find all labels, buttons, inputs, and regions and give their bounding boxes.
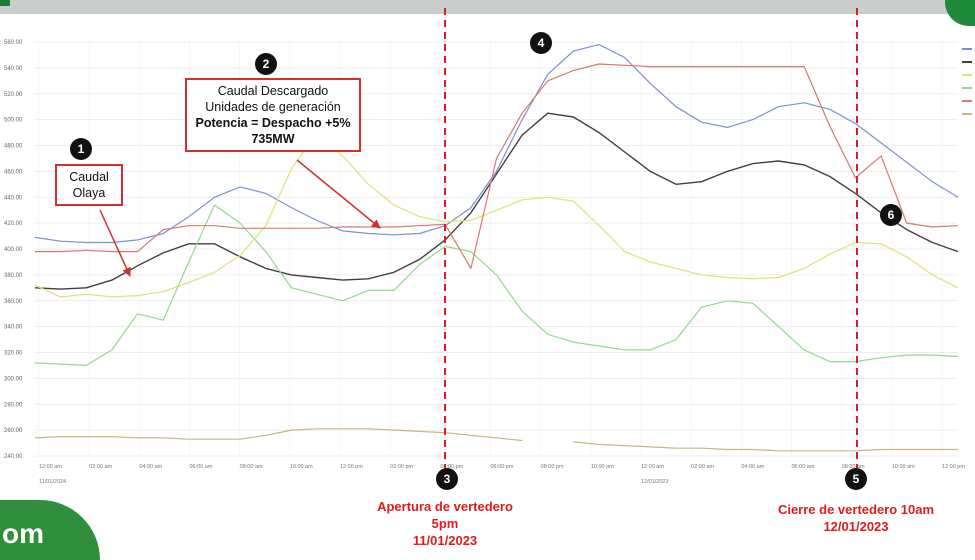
x-tick-label: 02:00 am bbox=[691, 464, 714, 470]
line-chart: 560.00 540.00 520.00 500.00 480.00 460.00 440.… bbox=[4, 8, 965, 485]
marker-3: 3 bbox=[436, 468, 458, 490]
x-tick-label: 12:00 am bbox=[641, 464, 664, 470]
x-axis: 12:00 am 02:00 am 04:00 am 06:00 am 08:00 am… bbox=[39, 464, 965, 485]
top-banner bbox=[0, 0, 975, 14]
callout-2-line-1: Caudal Descargado bbox=[217, 84, 329, 98]
label-5-line-2: 12/01/2023 bbox=[823, 519, 889, 534]
y-tick-label: 300.00 bbox=[4, 376, 23, 382]
legend-item-1 bbox=[962, 48, 972, 50]
label-5-line-1: Cierre de vertedero 10am bbox=[777, 502, 935, 517]
x-tick-label: 12:00 pm bbox=[942, 464, 965, 470]
label-apertura-vertedero: Apertura de vertedero 5pm 11/01/2023 bbox=[355, 498, 535, 549]
annotation-arrows bbox=[99, 159, 381, 277]
legend-item-4 bbox=[962, 87, 972, 89]
series-line-3 bbox=[34, 132, 959, 298]
x-tick-label: 02:00 pm bbox=[390, 464, 413, 470]
y-tick-label: 520.00 bbox=[4, 92, 23, 98]
callout-caudal-olaya: Caudal Olaya bbox=[55, 164, 123, 206]
series-line-2 bbox=[34, 112, 959, 290]
series-lines bbox=[34, 44, 959, 452]
label-3-line-2: 5pm bbox=[431, 516, 459, 531]
y-axis: 560.00 540.00 520.00 500.00 480.00 460.00 440.… bbox=[4, 40, 23, 460]
chart-grid bbox=[35, 41, 958, 457]
callout-2-line-2: Unidades de generación bbox=[205, 100, 341, 114]
y-tick-label: 280.00 bbox=[4, 402, 23, 408]
x-tick-label: 06:00 am bbox=[792, 464, 815, 470]
legend-item-2 bbox=[962, 61, 972, 63]
y-tick-label: 480.00 bbox=[4, 144, 23, 150]
y-tick-label: 240.00 bbox=[4, 454, 23, 460]
callout-caudal-descargado: Caudal Descargado Unidades de generación… bbox=[185, 78, 361, 152]
callout-1-line-2: Olaya bbox=[72, 186, 106, 200]
callout-2-line-3: Potencia = Despacho +5% bbox=[195, 116, 351, 130]
x-tick-label: 10:00 am bbox=[290, 464, 313, 470]
legend-item-5 bbox=[962, 100, 972, 102]
callout-1-line-1: Caudal bbox=[69, 170, 109, 184]
x-tick-label: 08:00 am bbox=[240, 464, 263, 470]
label-3-line-1: Apertura de vertedero bbox=[377, 499, 513, 514]
marker-2: 2 bbox=[255, 53, 277, 75]
y-tick-label: 360.00 bbox=[4, 299, 23, 305]
marker-4: 4 bbox=[530, 32, 552, 54]
legend-item-3 bbox=[962, 74, 972, 76]
x-tick-label: 04:00 pm bbox=[440, 464, 463, 470]
y-tick-label: 540.00 bbox=[4, 66, 23, 72]
x-tick-label: 04:00 am bbox=[139, 464, 162, 470]
x-tick-label: 06:00 am bbox=[190, 464, 213, 470]
x-tick-label: 10:00 am bbox=[892, 464, 915, 470]
x-tick-label: 04:00 am bbox=[741, 464, 764, 470]
x-tick-label: 08:00 pm bbox=[541, 464, 564, 470]
spill-lines bbox=[444, 8, 858, 470]
callout-2-line-4: 735MW bbox=[251, 132, 295, 146]
y-tick-label: 440.00 bbox=[4, 195, 23, 201]
series-line-6 bbox=[34, 428, 958, 452]
marker-6: 6 bbox=[880, 204, 902, 226]
marker-1: 1 bbox=[70, 138, 92, 160]
banner-accent bbox=[0, 0, 10, 6]
series-line-5 bbox=[35, 63, 959, 269]
arrow-caudal-descargado bbox=[296, 159, 381, 229]
y-tick-label: 320.00 bbox=[4, 351, 23, 357]
label-cierre-vertedero: Cierre de vertedero 10am 12/01/2023 bbox=[758, 501, 954, 535]
brand-logo-text: om bbox=[2, 518, 44, 549]
y-tick-label: 380.00 bbox=[4, 273, 23, 279]
x-tick-label: 08:00 am bbox=[842, 464, 865, 470]
y-tick-label: 460.00 bbox=[4, 169, 23, 175]
label-3-line-3: 11/01/2023 bbox=[412, 533, 478, 548]
y-tick-label: 400.00 bbox=[4, 247, 23, 253]
y-tick-label: 260.00 bbox=[4, 428, 23, 434]
y-tick-label: 500.00 bbox=[4, 118, 23, 124]
x-tick-label: 02:00 am bbox=[89, 464, 112, 470]
x-date-label: 11/01/2024 bbox=[39, 479, 66, 485]
y-tick-label: 420.00 bbox=[4, 221, 23, 227]
x-tick-label: 06:00 pm bbox=[491, 464, 514, 470]
marker-5: 5 bbox=[845, 468, 867, 490]
x-tick-label: 10:00 pm bbox=[591, 464, 614, 470]
series-line-1 bbox=[34, 44, 959, 244]
arrow-caudal-olaya bbox=[99, 209, 131, 277]
legend-item-6 bbox=[962, 113, 972, 115]
x-tick-label: 12:00 pm bbox=[340, 464, 363, 470]
x-date-label: 12/01/2023 bbox=[641, 479, 669, 485]
y-tick-label: 560.00 bbox=[4, 40, 23, 46]
y-tick-label: 340.00 bbox=[4, 325, 23, 331]
series-line-4 bbox=[34, 204, 959, 366]
x-tick-label: 12:00 am bbox=[39, 464, 62, 470]
